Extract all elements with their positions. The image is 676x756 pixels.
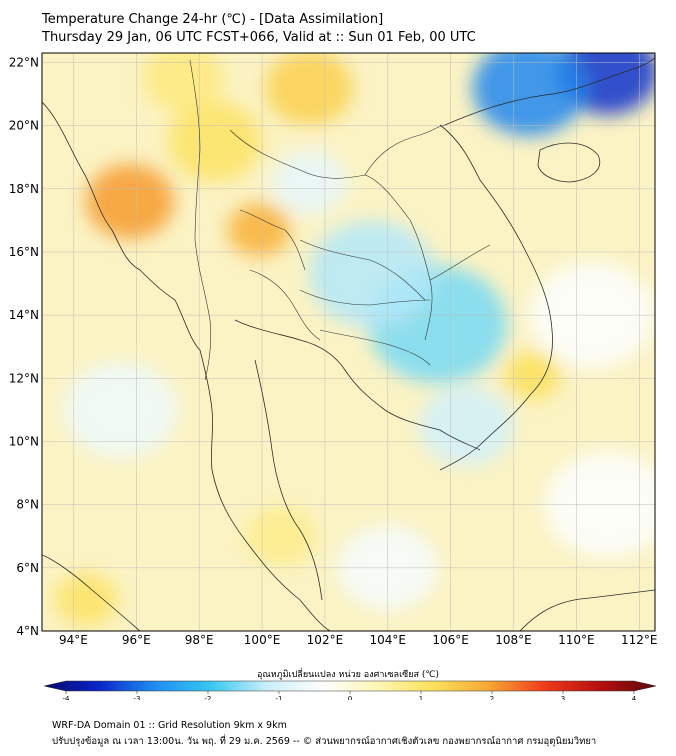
lon-label: 96°E bbox=[122, 633, 151, 647]
lat-label: 10°N bbox=[9, 434, 39, 448]
colorbar-tick-label: 4 bbox=[632, 695, 637, 700]
lat-label: 16°N bbox=[9, 245, 39, 259]
footer-model-info: WRF-DA Domain 01 :: Grid Resolution 9km … bbox=[52, 720, 287, 731]
longitude-labels: 94°E 96°E 98°E 100°E 102°E 104°E 106°E 108°E 110… bbox=[59, 633, 658, 647]
map-figure: 22°N 20°N 18°N 16°N 14°N 12°N 10°N 8°N 6°N 4°N 94… bbox=[9, 52, 658, 700]
lat-label: 8°N bbox=[16, 498, 39, 512]
lon-label: 112°E bbox=[621, 633, 658, 647]
colorbar-ticks: -4 -3 -2 -1 0 1 2 3 4 bbox=[63, 691, 637, 700]
anomaly-warm-10 bbox=[86, 164, 175, 239]
lat-label: 18°N bbox=[9, 182, 39, 196]
anomaly-warm-13 bbox=[167, 101, 263, 182]
anomaly-cold-3 bbox=[309, 220, 435, 328]
colorbar-bar bbox=[43, 680, 657, 692]
lat-label: 4°N bbox=[16, 624, 39, 638]
colorbar: อุณหภูมิเปลี่ยนแปลง หน่วย องศาเซลเซียส (… bbox=[43, 667, 657, 700]
lon-label: 98°E bbox=[185, 633, 214, 647]
lon-label: 106°E bbox=[432, 633, 469, 647]
colorbar-tick-label: 1 bbox=[419, 695, 423, 700]
colorbar-tick-label: -2 bbox=[205, 695, 212, 700]
anomaly-cold-6 bbox=[64, 361, 178, 459]
anomaly-cold-4 bbox=[419, 385, 514, 466]
lon-label: 102°E bbox=[307, 633, 344, 647]
lat-label: 6°N bbox=[16, 561, 39, 575]
chart-subtitle: Thursday 29 Jan, 06 UTC FCST+066, Valid … bbox=[42, 30, 476, 45]
anomaly-cold-1 bbox=[472, 53, 586, 136]
lat-label: 22°N bbox=[9, 55, 39, 69]
anomaly-warm-12 bbox=[265, 53, 354, 126]
plot-frame bbox=[41, 52, 656, 632]
anomaly-cold-5 bbox=[271, 150, 347, 215]
lon-label: 108°E bbox=[495, 633, 532, 647]
colorbar-tick-label: 0 bbox=[348, 695, 352, 700]
anomaly-warm-14 bbox=[504, 351, 561, 400]
footer-update-info: ปรับปรุงข้อมูล ณ เวลา 13:00น. วัน พฤ. ที… bbox=[52, 736, 597, 747]
colorbar-tick-label: -1 bbox=[276, 695, 283, 700]
lat-label: 14°N bbox=[9, 308, 39, 322]
colorbar-label: อุณหภูมิเปลี่ยนแปลง หน่วย องศาเซลเซียส (… bbox=[257, 667, 439, 680]
lat-label: 20°N bbox=[9, 119, 39, 133]
anomaly-warm-15 bbox=[54, 572, 118, 627]
anomaly-blobs bbox=[54, 53, 655, 627]
colorbar-tick-label: -4 bbox=[63, 695, 71, 700]
anomaly-warm-16 bbox=[246, 506, 316, 566]
latitude-labels: 22°N 20°N 18°N 16°N 14°N 12°N 10°N 8°N 6°N 4°N bbox=[9, 55, 39, 638]
colorbar-tick-label: 3 bbox=[561, 695, 565, 700]
field-layer bbox=[42, 53, 655, 631]
coastlines bbox=[42, 57, 655, 631]
gridlines bbox=[42, 53, 655, 631]
colorbar-tick-label: 2 bbox=[490, 695, 494, 700]
lon-label: 110°E bbox=[558, 633, 595, 647]
anomaly-warm-17 bbox=[142, 53, 225, 113]
borders bbox=[189, 59, 491, 381]
lat-label: 12°N bbox=[9, 371, 39, 385]
lon-label: 104°E bbox=[370, 633, 407, 647]
anomaly-warm-11 bbox=[227, 203, 291, 257]
lon-label: 100°E bbox=[244, 633, 281, 647]
colorbar-tick-label: -3 bbox=[134, 695, 141, 700]
lon-label: 94°E bbox=[59, 633, 88, 647]
chart-title: Temperature Change 24-hr (℃) - [Data Ass… bbox=[42, 12, 384, 27]
